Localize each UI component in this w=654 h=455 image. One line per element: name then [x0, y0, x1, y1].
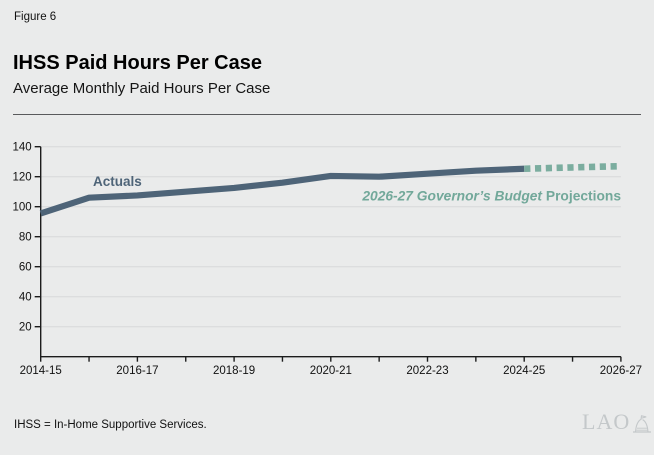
x-tick-label: 2014-15 [20, 365, 62, 377]
y-tick-label: 60 [19, 262, 32, 274]
actuals-line [39, 165, 525, 217]
y-tick-label: 140 [13, 142, 32, 154]
x-tick-label: 2024-25 [503, 365, 545, 377]
x-tick-label: 2018-19 [213, 365, 255, 377]
lao-logo: LAO [582, 409, 653, 435]
figure-label: Figure 6 [14, 11, 57, 23]
header-divider [13, 114, 641, 115]
y-tick-label: 100 [13, 202, 32, 214]
actuals-label: Actuals [93, 174, 142, 189]
page-title: IHSS Paid Hours Per Case [13, 52, 262, 74]
x-tick-label: 2020-21 [310, 365, 352, 377]
footnote: IHSS = In-Home Supportive Services. [14, 419, 207, 431]
chart-subtitle: Average Monthly Paid Hours Per Case [13, 80, 271, 97]
x-tick-label: 2016-17 [116, 365, 158, 377]
y-tick-label: 120 [13, 172, 32, 184]
x-tick-label: 2022-23 [406, 365, 448, 377]
lao-logo-text: LAO [582, 409, 631, 434]
y-tick-label: 40 [19, 292, 32, 304]
x-tick-label: 2026-27 [600, 365, 642, 377]
y-tick-label: 80 [19, 232, 32, 244]
capitol-icon [633, 415, 652, 433]
y-tick-label: 20 [19, 322, 32, 334]
projection-line [524, 162, 621, 173]
projections-label: 2026-27 Governor’s Budget Projections [361, 189, 621, 204]
